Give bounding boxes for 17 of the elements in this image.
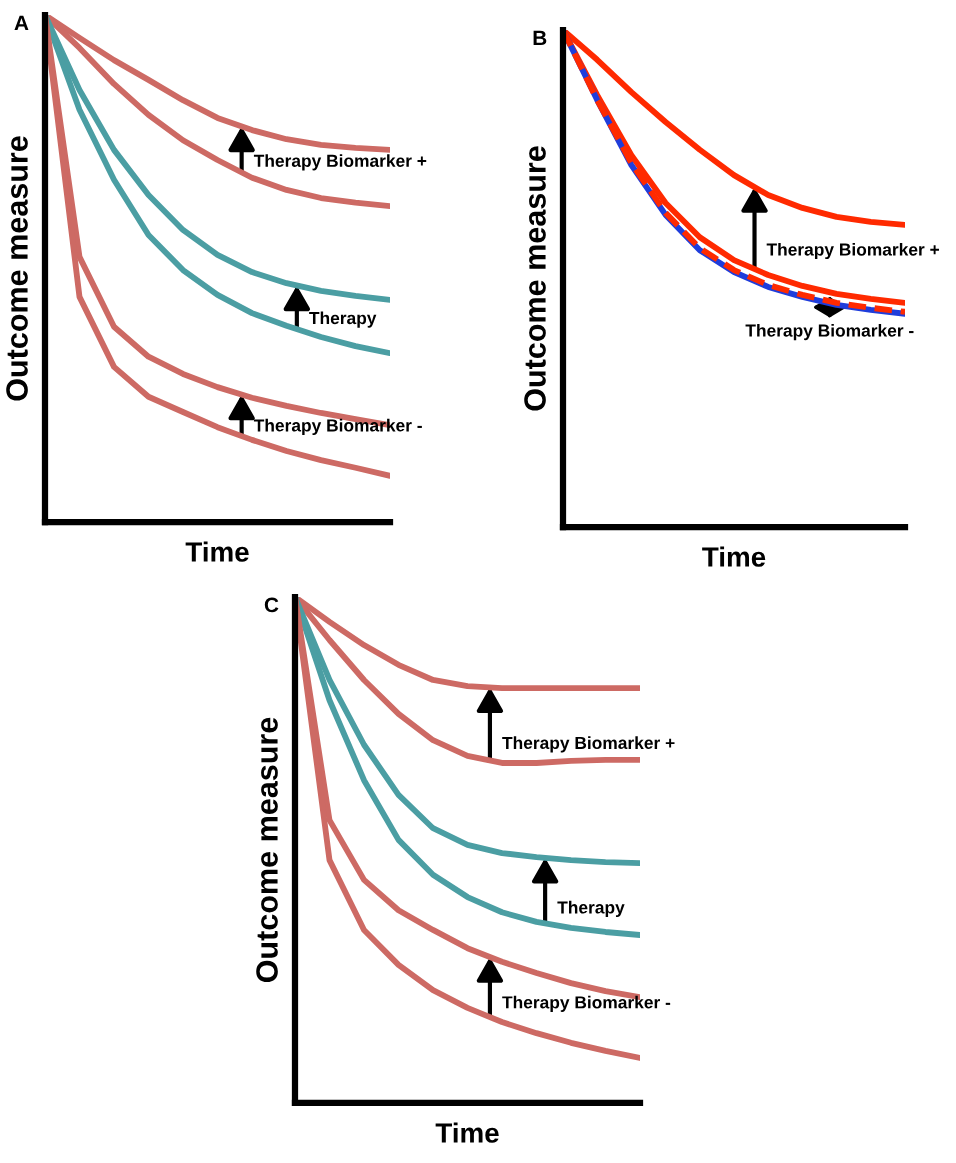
annotation: Therapy xyxy=(309,311,377,328)
chart-title: A xyxy=(14,15,29,31)
x-axis-title: Time xyxy=(702,546,766,567)
annotation: Therapy Biomarker + xyxy=(253,154,427,171)
annotation: Therapy Biomarker - xyxy=(253,418,422,436)
y-axis-title: Outcome measure xyxy=(256,717,278,983)
chart-title: C xyxy=(264,597,279,613)
y-axis-title: Outcome measure xyxy=(524,146,546,411)
annotation: Therapy Biomarker + xyxy=(502,736,675,753)
chart-title: B xyxy=(533,30,547,46)
annotation: Therapy Biomarker + xyxy=(766,242,939,260)
annotation: Therapy Biomarker - xyxy=(502,995,671,1012)
x-axis-title: Time xyxy=(185,541,249,562)
annotation: Therapy xyxy=(557,900,625,918)
y-axis-title: Outcome measure xyxy=(6,136,28,401)
annotation: Therapy Biomarker - xyxy=(745,323,914,341)
x-axis-title: Time xyxy=(435,1122,499,1143)
